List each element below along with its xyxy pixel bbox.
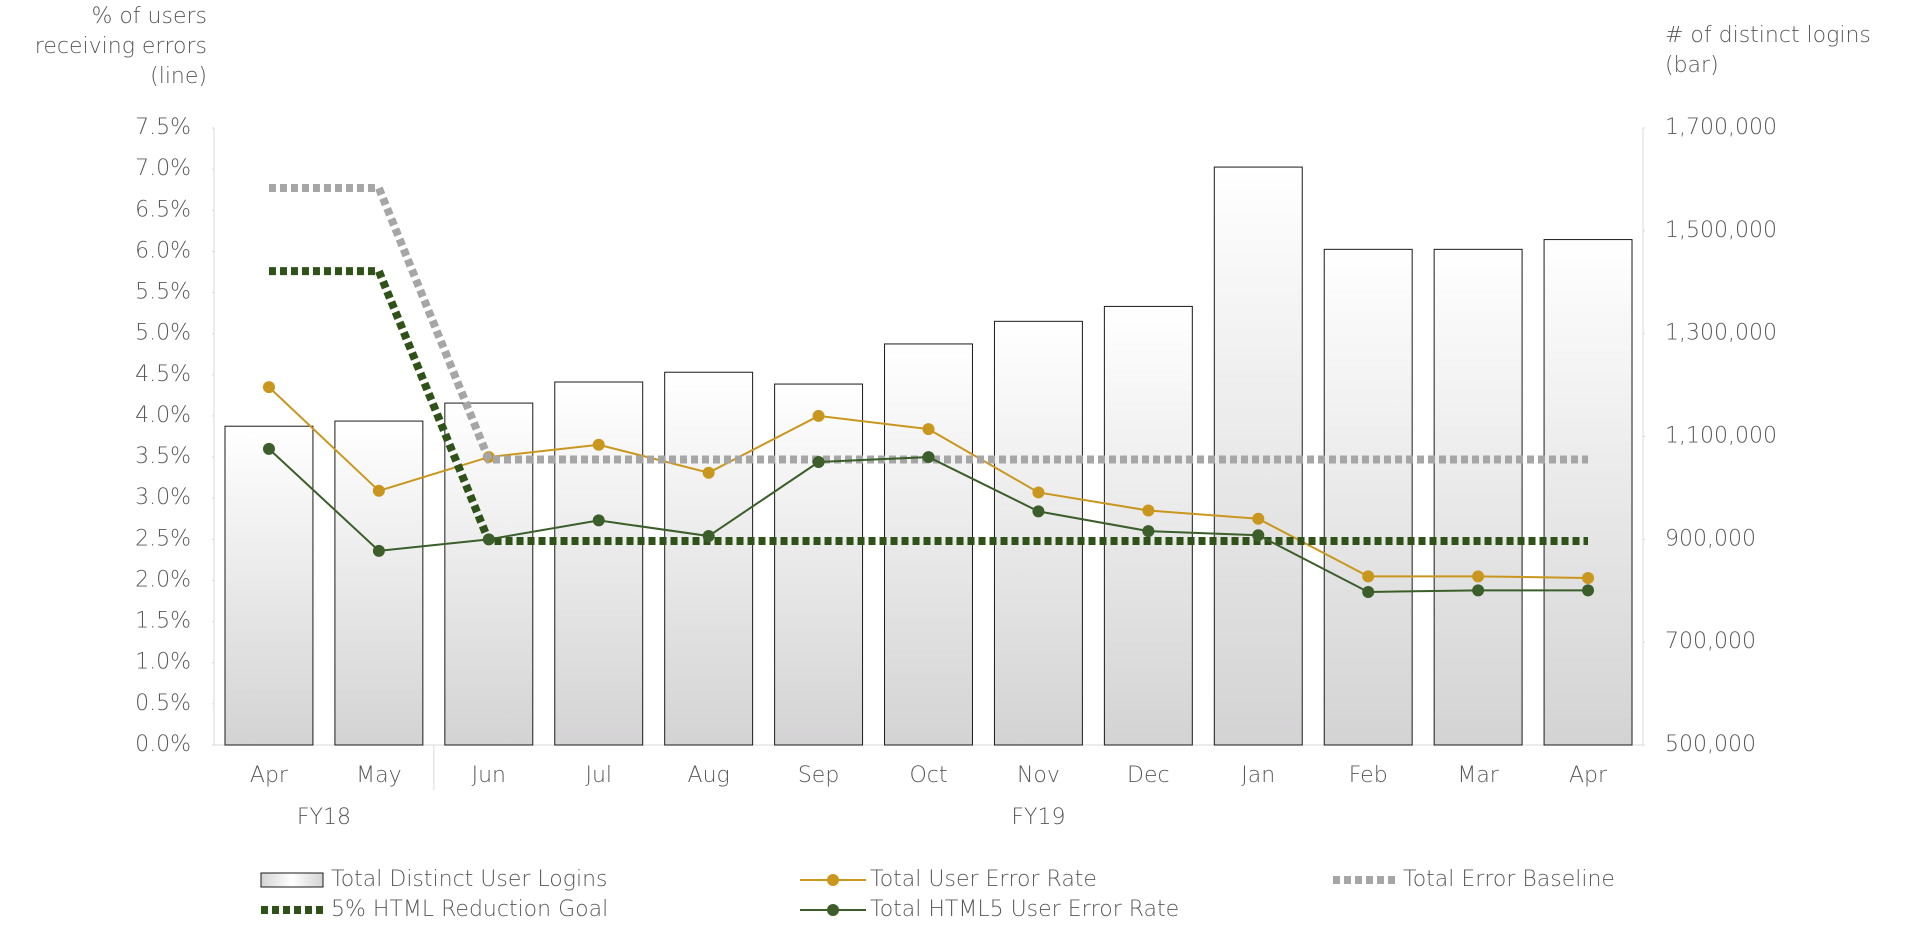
y-tick-label: 5.5% <box>135 280 191 305</box>
bar <box>1433 248 1523 746</box>
line-marker <box>922 423 935 436</box>
x-tick-label: Sep <box>798 763 839 788</box>
y-axis-title: % of users <box>91 4 207 29</box>
y-tick-label: 3.0% <box>135 485 191 510</box>
y2-tick-label: 1,300,000 <box>1665 321 1777 346</box>
y-tick-label: 0.0% <box>135 732 191 757</box>
line-marker <box>372 544 385 557</box>
legend-swatch <box>260 872 324 888</box>
legend-marker <box>827 874 839 886</box>
x-tick-label: Oct <box>909 763 947 788</box>
line-marker <box>1032 486 1045 499</box>
line-marker <box>1582 571 1595 584</box>
line-marker <box>482 533 495 546</box>
line-marker <box>1362 570 1375 583</box>
x-tick-label: May <box>356 763 401 788</box>
line-marker <box>1252 529 1265 542</box>
y-tick-label: 0.5% <box>135 691 191 716</box>
y-tick-label: 4.5% <box>135 362 191 387</box>
line-marker <box>262 442 275 455</box>
legend-label: Total Error Baseline <box>1403 867 1615 892</box>
line-marker <box>922 451 935 464</box>
legend-label: Total Distinct User Logins <box>331 867 607 892</box>
bar <box>1543 239 1633 746</box>
y-tick-label: 1.5% <box>135 609 191 634</box>
y-tick-label: 6.5% <box>135 197 191 222</box>
legend-label: 5% HTML Reduction Goal <box>331 897 608 922</box>
x-tick-label: Jan <box>1241 763 1275 788</box>
line-marker <box>1582 584 1595 597</box>
bar <box>1323 248 1413 746</box>
x-tick-label: Apr <box>1569 763 1608 788</box>
bar <box>664 371 754 746</box>
line-marker <box>812 409 825 422</box>
x-tick-label: Mar <box>1457 763 1499 788</box>
line-marker <box>702 530 715 543</box>
x-tick-label: Aug <box>688 763 730 788</box>
y-tick-label: 7.0% <box>135 156 191 181</box>
line-marker <box>1142 525 1155 538</box>
y-tick-label: 2.0% <box>135 567 191 592</box>
y-tick-label: 7.5% <box>135 115 191 140</box>
group-label: FY19 <box>1011 805 1065 830</box>
x-tick-label: Apr <box>250 763 289 788</box>
y2-tick-label: 1,500,000 <box>1665 218 1777 243</box>
y-axis-title: (line) <box>150 64 207 89</box>
legend-marker <box>827 904 839 916</box>
y2-tick-label: 900,000 <box>1665 526 1756 551</box>
bar <box>774 383 864 746</box>
legend-label: Total HTML5 User Error Rate <box>870 897 1179 922</box>
x-tick-label: Jun <box>472 763 506 788</box>
y-axis-title: receiving errors <box>35 34 207 59</box>
y2-tick-label: 1,100,000 <box>1665 424 1777 449</box>
y2-axis-title: (bar) <box>1665 53 1719 78</box>
line-marker <box>702 466 715 479</box>
line-marker <box>592 514 605 527</box>
x-tick-label: Feb <box>1349 763 1388 788</box>
line-marker <box>262 381 275 394</box>
line-marker <box>1472 570 1485 583</box>
y-tick-label: 6.0% <box>135 238 191 263</box>
line-marker <box>1032 505 1045 518</box>
y2-axis-title: # of distinct logins <box>1665 23 1871 48</box>
bar <box>554 381 644 746</box>
y-tick-label: 3.5% <box>135 444 191 469</box>
bar <box>993 320 1083 746</box>
line-marker <box>1252 512 1265 525</box>
x-tick-label: Dec <box>1127 763 1170 788</box>
y-tick-label: 5.0% <box>135 321 191 346</box>
y2-tick-label: 500,000 <box>1665 732 1756 757</box>
line-marker <box>1142 504 1155 517</box>
x-tick-label: Nov <box>1017 763 1060 788</box>
group-label: FY18 <box>297 805 351 830</box>
y2-tick-label: 700,000 <box>1665 629 1756 654</box>
y2-tick-label: 1,700,000 <box>1665 115 1777 140</box>
bar <box>334 420 424 746</box>
y-tick-label: 4.0% <box>135 403 191 428</box>
line-marker <box>592 438 605 451</box>
line-marker <box>812 456 825 469</box>
line-marker <box>1472 584 1485 597</box>
line-marker <box>1362 585 1375 598</box>
bar <box>224 425 314 746</box>
x-tick-label: Jul <box>585 763 612 788</box>
legend-label: Total User Error Rate <box>870 867 1097 892</box>
y-tick-label: 1.0% <box>135 650 191 675</box>
y-tick-label: 2.5% <box>135 526 191 551</box>
line-marker <box>372 484 385 497</box>
